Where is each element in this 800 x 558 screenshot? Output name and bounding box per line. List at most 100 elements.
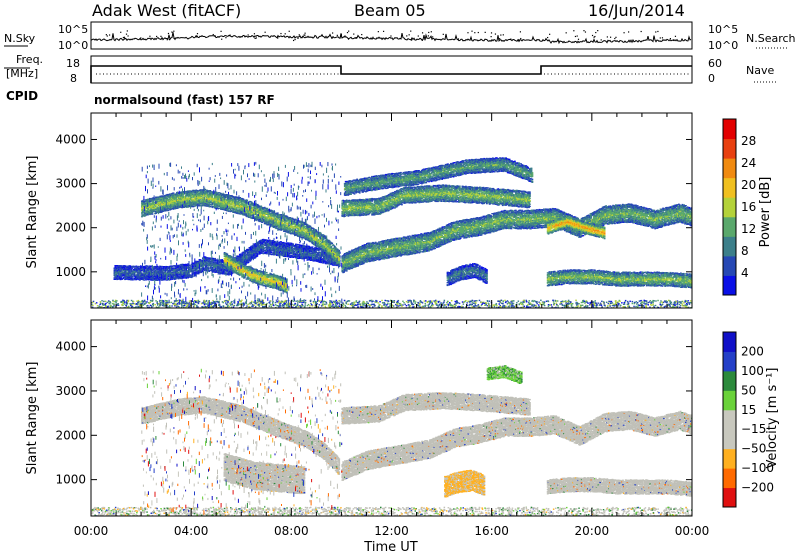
noise-search-dot — [340, 36, 341, 37]
x-tick-label: 08:00 — [274, 524, 309, 538]
noise-search-dot — [499, 38, 500, 39]
noise-search-dot — [390, 35, 391, 36]
noise-search-dot — [467, 32, 468, 33]
noise-search-dot — [597, 30, 598, 31]
noise-search-dot — [285, 33, 286, 34]
power-colorbar-tick: 4 — [741, 266, 749, 280]
noise-search-dot — [518, 39, 519, 40]
velocity-colorbar-tick: 15 — [741, 403, 756, 417]
noise-search-dot — [491, 36, 492, 37]
velocity-colorbar-tick: 50 — [741, 383, 756, 397]
power-band — [341, 203, 692, 273]
power-heatmap — [91, 157, 693, 309]
noise-search-dot — [566, 32, 567, 33]
y-tick-label: 3000 — [55, 177, 86, 191]
noise-search-dot — [614, 38, 615, 39]
noise-search-dot — [372, 37, 373, 38]
velocity-colorbar-segment — [723, 449, 736, 469]
nave-label: Nave — [746, 64, 774, 77]
noise-search-dot — [458, 38, 459, 39]
x-tick-label: 00:00 — [74, 524, 109, 538]
noise-search-dot — [510, 38, 511, 39]
y-tick-label: 1000 — [55, 473, 86, 487]
power-colorbar-tick: 12 — [741, 222, 756, 236]
power-colorbar-segment — [723, 197, 736, 217]
noise-search-dot — [304, 33, 305, 34]
noise-search-dot — [127, 30, 128, 31]
power-colorbar-segment — [723, 275, 736, 295]
noise-search-dot — [575, 36, 576, 37]
noise-search-dot — [383, 31, 384, 32]
velocity-colorbar-tick: −50 — [741, 442, 766, 456]
noise-search-dot — [422, 32, 423, 33]
noise-search-dot — [601, 39, 602, 40]
freq-tick-top: 18 — [66, 57, 80, 70]
noise-search-dot — [657, 31, 658, 32]
noise-search-dot — [478, 32, 479, 33]
noise-search-dot — [289, 31, 290, 32]
noise-search-dot — [662, 37, 663, 38]
date-title: 16/Jun/2014 — [588, 1, 685, 20]
velocity-colorbar-segment — [723, 429, 736, 449]
noise-search-dot — [302, 37, 303, 38]
power-colorbar-tick: 8 — [741, 244, 749, 258]
noise-search-dot — [196, 36, 197, 37]
y-tick-label: 2000 — [55, 428, 86, 442]
noise-search-dot — [220, 31, 221, 32]
velocity-region — [444, 470, 485, 498]
y-tick-label: 4000 — [55, 340, 86, 354]
noise-search-dot — [409, 34, 410, 35]
noise-search-dot — [585, 31, 586, 32]
noise-search-dot — [106, 34, 107, 35]
noise-search-dot — [107, 35, 108, 36]
noise-search-dot — [610, 37, 611, 38]
noise-search-dot — [347, 32, 348, 33]
frequency-panel: Freq. [MHz] 18 8 60 0 Nave CPID normalso… — [4, 53, 776, 107]
noise-search-dot — [173, 38, 174, 39]
noise-search-dot — [592, 35, 593, 36]
noise-search-dot — [167, 39, 168, 40]
x-tick-label: 16:00 — [474, 524, 509, 538]
x-tick-label: 00:00 — [675, 524, 710, 538]
x-tick-label: 20:00 — [575, 524, 610, 538]
velocity-colorbar-tick: 100 — [741, 364, 764, 378]
velocity-near-range-scatter — [91, 507, 693, 517]
noise-search-dot — [418, 35, 419, 36]
velocity-colorbar-tick: 200 — [741, 344, 764, 358]
noise-search-dot — [213, 34, 214, 35]
noise-search-dot — [197, 33, 198, 34]
velocity-heatmap — [91, 365, 693, 517]
noise-search-dot — [503, 34, 504, 35]
beam-title: Beam 05 — [354, 1, 426, 20]
freq-label-1: Freq. — [16, 53, 43, 66]
cpid-text: normalsound (fast) 157 RF — [94, 93, 275, 107]
noise-search-dot — [491, 32, 492, 33]
noise-search-dot — [124, 38, 125, 39]
noise-search-dot — [485, 32, 486, 33]
noise-search-dot — [520, 31, 521, 32]
nave-tick-bottom: 0 — [708, 72, 715, 85]
noise-search-dot — [353, 33, 354, 34]
velocity-region — [341, 411, 692, 481]
noise-search-dot — [577, 35, 578, 36]
noise-search-dot — [641, 31, 642, 32]
velocity-colorbar-segment — [723, 390, 736, 410]
x-tick-label: 12:00 — [374, 524, 409, 538]
noise-search-dot — [578, 39, 579, 40]
noise-right-tick-top: 10^5 — [708, 23, 738, 36]
velocity-region — [224, 453, 306, 494]
noise-search-dot — [655, 31, 656, 32]
noise-search-dot — [299, 34, 300, 35]
power-colorbar-segment — [723, 178, 736, 198]
noise-search-dot — [256, 37, 257, 38]
noise-search-dot — [140, 37, 141, 38]
noise-search-dot — [254, 33, 255, 34]
noise-search-dot — [221, 39, 222, 40]
noise-search-dot — [382, 38, 383, 39]
noise-right-tick-bottom: 10^0 — [708, 39, 738, 52]
power-band — [547, 269, 693, 288]
noise-search-dot — [495, 33, 496, 34]
noise-search-dot — [471, 31, 472, 32]
velocity-colorbar-tick: −200 — [741, 481, 774, 495]
